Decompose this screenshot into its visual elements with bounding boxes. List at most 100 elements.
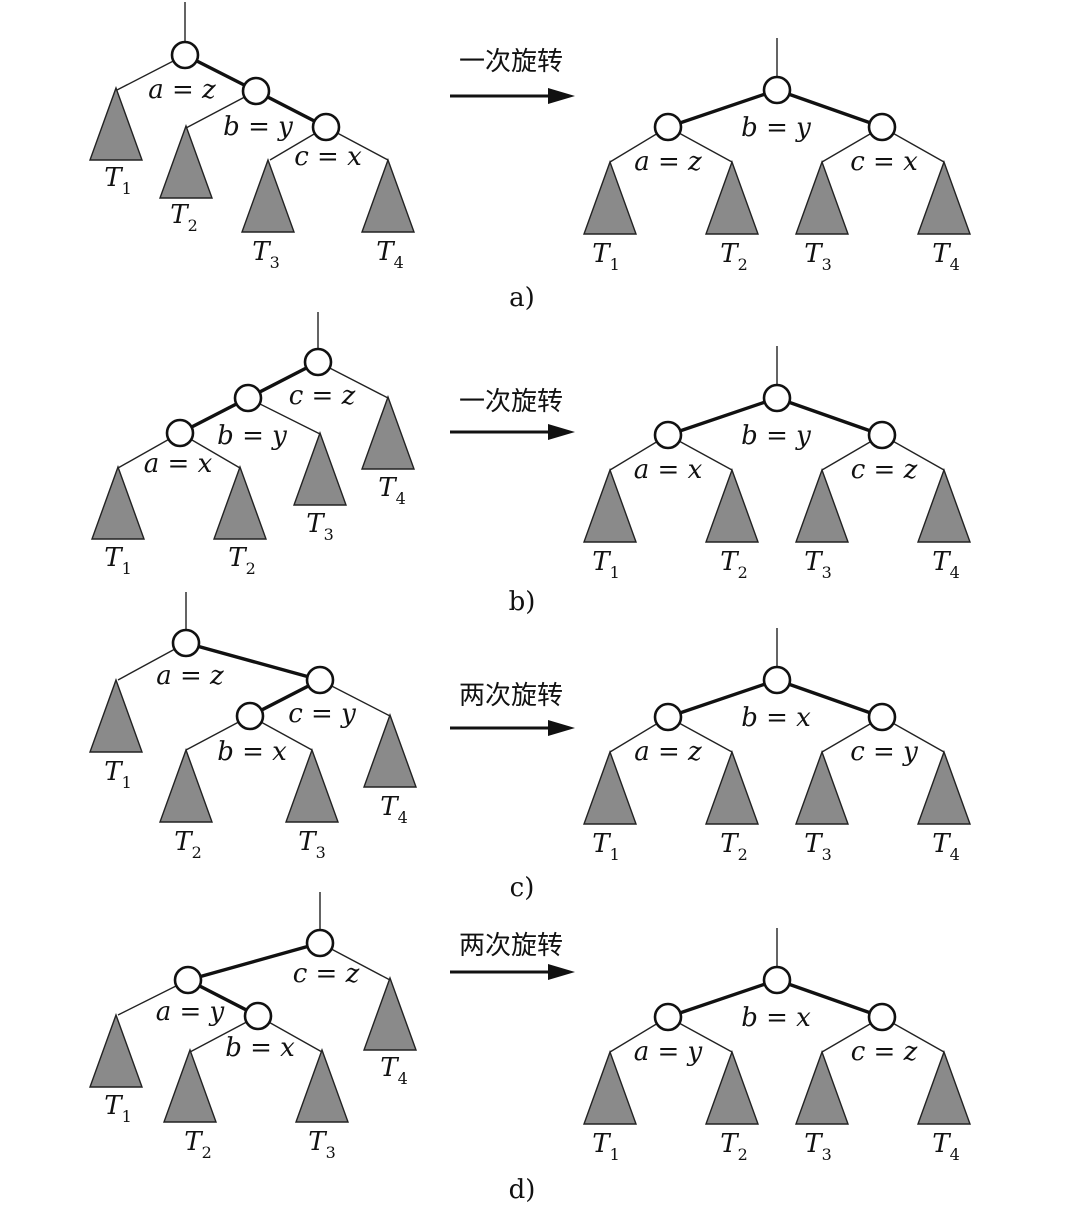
edge-b-a [667, 88, 778, 129]
label-c: c = x [850, 147, 918, 177]
subtree-t2 [159, 747, 213, 823]
label-t1-name: T [104, 757, 123, 787]
label-t1-index: 1 [610, 1145, 620, 1164]
arrow-head [548, 88, 575, 104]
node-a [171, 628, 201, 658]
label-t2-index: 2 [738, 255, 748, 274]
label-t2: T2 [720, 547, 748, 582]
label-t4: T4 [380, 792, 408, 827]
label-t1: T1 [104, 543, 132, 578]
panel-1-caption: b) [509, 587, 536, 617]
label-t4: T4 [376, 237, 404, 272]
label-t1: T1 [592, 829, 620, 864]
label-t3: T3 [804, 547, 832, 582]
label-t4: T4 [380, 1053, 408, 1088]
label-t4-index: 4 [950, 255, 960, 274]
node-c [305, 665, 335, 695]
subtree-t4 [363, 712, 417, 788]
label-t1: T1 [104, 1091, 132, 1126]
edge-b-c [776, 396, 883, 437]
arrow-label: 一次旋转 [459, 47, 563, 77]
label-t1-index: 1 [610, 255, 620, 274]
subtree-t1 [91, 464, 145, 540]
label-b: b = y [223, 112, 293, 142]
label-c: c = y [288, 699, 356, 729]
edge-b-a [667, 396, 778, 437]
subtree-t1 [583, 159, 637, 235]
label-t3-index: 3 [822, 255, 832, 274]
label-t1-index: 1 [122, 559, 132, 578]
label-t4-index: 4 [398, 808, 408, 827]
subtree-t3 [795, 749, 849, 825]
label-t3-name: T [804, 829, 823, 859]
subtree-t3 [285, 747, 339, 823]
label-t2-name: T [720, 239, 739, 269]
label-t3: T3 [804, 829, 832, 864]
label-t2-name: T [184, 1127, 203, 1157]
label-t2-name: T [720, 547, 739, 577]
subtree-t3 [293, 430, 347, 506]
node-b [762, 965, 792, 995]
label-c: c = z [289, 381, 356, 411]
label-t1: T1 [104, 757, 132, 792]
subtree-t2 [159, 123, 213, 199]
label-c: c = x [294, 142, 362, 172]
label-t4: T4 [932, 829, 960, 864]
subtree-t1 [583, 467, 637, 543]
subtree-t4 [917, 159, 971, 235]
label-a: a = x [634, 455, 703, 485]
label-t2-index: 2 [738, 845, 748, 864]
label-a: a = x [144, 449, 213, 479]
label-t3-index: 3 [822, 563, 832, 582]
label-c: c = z [851, 455, 918, 485]
label-t4-name: T [932, 1129, 951, 1159]
subtree-t4 [361, 394, 415, 470]
arrow-label: 两次旋转 [459, 931, 563, 961]
label-t1: T1 [592, 547, 620, 582]
panel-3-caption: d) [509, 1175, 536, 1205]
arrow-head [548, 720, 575, 736]
subtree-t1 [89, 85, 143, 161]
label-t3-index: 3 [324, 525, 334, 544]
subtree-t3 [241, 157, 295, 233]
label-t2-name: T [170, 200, 189, 230]
node-c [867, 702, 897, 732]
node-c [305, 928, 335, 958]
label-b: b = y [217, 421, 287, 451]
label-t3: T3 [308, 1127, 336, 1162]
label-t4-name: T [378, 473, 397, 503]
node-a [170, 40, 200, 70]
node-b [762, 75, 792, 105]
label-c: c = z [851, 1037, 918, 1067]
subtree-t3 [795, 467, 849, 543]
label-t3: T3 [804, 239, 832, 274]
label-t2: T2 [170, 200, 198, 235]
label-t4: T4 [378, 473, 406, 508]
label-b: b = x [225, 1033, 295, 1063]
label-a: a = z [634, 737, 702, 767]
label-t1-name: T [104, 163, 123, 193]
label-t2-index: 2 [738, 1145, 748, 1164]
label-t2: T2 [720, 239, 748, 274]
arrow-label: 一次旋转 [459, 387, 563, 417]
node-b [233, 383, 263, 413]
label-c: c = z [293, 959, 360, 989]
label-t2-index: 2 [188, 216, 198, 235]
subtree-t4 [917, 749, 971, 825]
label-t3-name: T [804, 1129, 823, 1159]
label-t3-index: 3 [822, 845, 832, 864]
node-a [653, 1002, 683, 1032]
arrow-head [548, 964, 575, 980]
subtree-t3 [795, 159, 849, 235]
label-t1-name: T [104, 543, 123, 573]
arrow-label: 两次旋转 [459, 681, 563, 711]
label-t1-name: T [592, 547, 611, 577]
label-t3-name: T [804, 547, 823, 577]
label-t4-index: 4 [950, 1145, 960, 1164]
label-a: a = z [634, 147, 702, 177]
node-c [311, 112, 341, 142]
edge-b-c [776, 678, 883, 719]
